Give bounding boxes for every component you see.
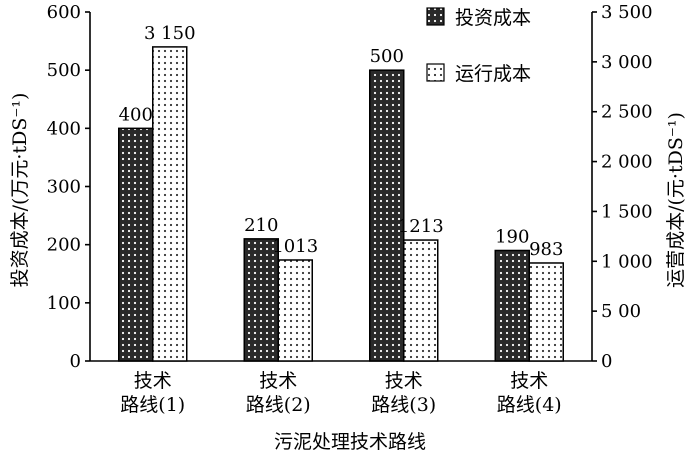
bar-investment-4 <box>494 249 530 362</box>
data-label: 210 <box>244 215 278 236</box>
y-axis-label: 投资成本/(万元·tDS⁻¹) <box>9 93 31 288</box>
y-tick-label: 300 <box>47 177 81 198</box>
x-tick-label: 技术 <box>385 370 423 392</box>
y2-tick-label: 2 500 <box>601 102 653 123</box>
y-tick-label: 400 <box>47 118 81 139</box>
data-label: 190 <box>495 226 529 247</box>
data-label: 500 <box>370 46 404 67</box>
data-label: 1013 <box>272 236 318 257</box>
bar-operating-2 <box>277 259 313 362</box>
x-tick-label: 技术 <box>134 370 172 392</box>
bar-investment-1 <box>118 127 154 362</box>
legend-swatch-investment <box>426 7 445 26</box>
y-tick-label: 500 <box>47 60 81 81</box>
x-tick-label: 技术 <box>510 370 548 392</box>
data-label: 983 <box>529 239 563 260</box>
x-tick-label: 路线(4) <box>497 394 562 416</box>
y-tick-label: 600 <box>47 2 81 23</box>
bar-operating-3 <box>403 239 439 362</box>
y2-tick-label: 3 500 <box>601 2 653 23</box>
data-label: 3 150 <box>144 23 196 44</box>
y2-tick-label: 2 000 <box>601 152 653 173</box>
data-label: 1213 <box>398 216 444 237</box>
x-axis-label: 污泥处理技术路线 <box>274 431 426 453</box>
y2-tick-label: 3 000 <box>601 52 653 73</box>
bar-investment-2 <box>243 238 279 362</box>
y-tick-label: 0 <box>70 351 81 372</box>
data-label: 400 <box>119 104 153 125</box>
x-tick-label: 技术 <box>259 370 297 392</box>
plot-area: 0 100 200 300 400 500 600 0 5 00 1 000 1 500 2 000 2… <box>47 2 653 416</box>
legend-label-operating: 运行成本 <box>455 63 531 85</box>
x-tick-label: 路线(2) <box>246 394 311 416</box>
y-tick-label: 100 <box>47 293 81 314</box>
bar-investment-3 <box>369 69 405 362</box>
y2-tick-label: 1 500 <box>601 201 653 222</box>
y2-tick-label: 5 00 <box>601 301 641 322</box>
bar-operating-1 <box>152 46 188 362</box>
x-tick-label: 路线(1) <box>120 394 185 416</box>
x-tick-label: 路线(3) <box>371 394 436 416</box>
y-tick-label: 200 <box>47 235 81 256</box>
legend-label-investment: 投资成本 <box>455 7 531 29</box>
y2-tick-label: 0 <box>601 351 612 372</box>
y2-axis-label: 运营成本/(元·tDS⁻¹) <box>665 112 687 288</box>
bar-operating-4 <box>528 262 564 362</box>
y2-tick-label: 1 000 <box>601 251 653 272</box>
legend-swatch-operating <box>426 63 445 82</box>
